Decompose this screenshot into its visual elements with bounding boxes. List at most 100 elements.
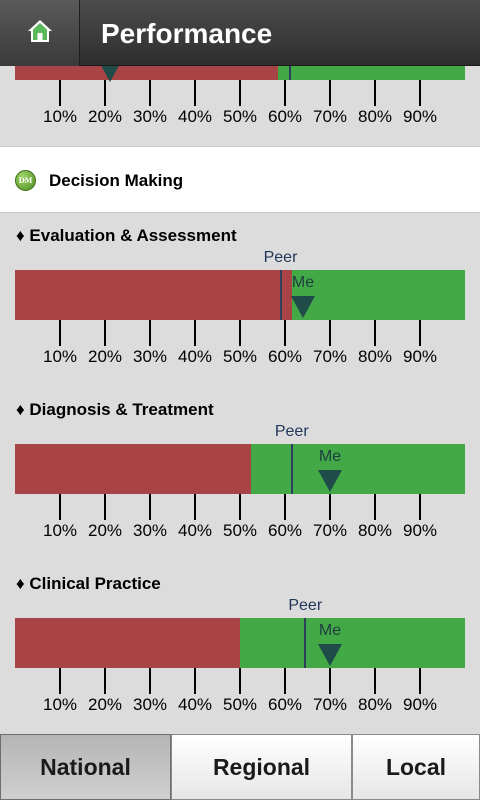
bar-below-peer <box>15 270 292 320</box>
axis-tick-label: 80% <box>357 107 393 126</box>
peer-marker-line <box>288 66 291 80</box>
axis-tick <box>284 80 286 106</box>
axis-tick-label: 50% <box>222 695 258 714</box>
axis-tick <box>419 668 421 694</box>
axis-tick-label: 40% <box>177 521 213 540</box>
me-marker-arrow <box>291 296 315 318</box>
axis-tick <box>374 494 376 520</box>
peer-label: Peer <box>288 597 323 614</box>
me-marker-arrow <box>318 470 342 492</box>
axis-tick <box>59 668 61 694</box>
axis-tick-label: 80% <box>357 521 393 540</box>
axis-tick <box>239 80 241 106</box>
axis-tick-label: 50% <box>222 521 258 540</box>
axis-tick <box>239 494 241 520</box>
axis-tick-label: 60% <box>267 695 303 714</box>
axis-tick-label: 70% <box>312 347 348 366</box>
axis-tick <box>104 494 106 520</box>
me-label: Me <box>318 622 342 639</box>
axis-tick-label: 30% <box>132 347 168 366</box>
axis-tick-label: 60% <box>267 107 303 126</box>
axis-tick-label: 40% <box>177 695 213 714</box>
page-title: Performance <box>101 18 273 49</box>
axis-tick <box>239 320 241 346</box>
axis-tick-label: 40% <box>177 107 213 126</box>
me-label: Me <box>318 448 342 465</box>
tab-local[interactable]: Local <box>352 734 480 800</box>
axis-tick <box>149 80 151 106</box>
metric-label: ♦ Diagnosis & Treatment <box>16 400 214 419</box>
axis-tick <box>284 320 286 346</box>
metric-bar <box>15 270 465 320</box>
axis-tick-label: 40% <box>177 347 213 366</box>
axis-ticks: 10% 20% 30% 40% 50% 60% 70% 80% 90% <box>0 668 480 723</box>
me-label: Me <box>291 274 315 291</box>
app-header: Performance <box>0 0 480 66</box>
performance-list[interactable]: 10% 20% 30% 40% 50% 60% 70% 80% 90% DM Decision … <box>0 66 480 734</box>
bar-above-peer <box>291 270 465 320</box>
axis-tick-label: 20% <box>87 107 123 126</box>
axis-tick-label: 10% <box>42 695 78 714</box>
axis-tick-label: 20% <box>87 347 123 366</box>
bar-above-peer <box>240 618 465 668</box>
axis-tick-label: 80% <box>357 347 393 366</box>
tab-regional[interactable]: Regional <box>171 734 352 800</box>
axis-tick <box>374 320 376 346</box>
bar-above-peer <box>278 66 465 80</box>
axis-tick-label: 60% <box>267 521 303 540</box>
axis-tick-label: 70% <box>312 521 348 540</box>
bar-below-peer <box>15 618 240 668</box>
axis-tick-label: 90% <box>402 107 438 126</box>
bar-below-peer <box>15 444 252 494</box>
axis-tick <box>194 494 196 520</box>
axis-tick <box>419 494 421 520</box>
axis-tick-label: 70% <box>312 107 348 126</box>
axis-tick-label: 30% <box>132 695 168 714</box>
category-header[interactable]: DM Decision Making <box>0 146 480 213</box>
axis-tick-label: 80% <box>357 695 393 714</box>
axis-tick-label: 90% <box>402 347 438 366</box>
axis-tick <box>239 668 241 694</box>
tab-national[interactable]: National <box>0 734 171 800</box>
axis-tick-label: 50% <box>222 107 258 126</box>
axis-tick-label: 90% <box>402 521 438 540</box>
axis-tick <box>104 320 106 346</box>
axis-tick <box>149 320 151 346</box>
axis-tick-label: 10% <box>42 347 78 366</box>
metric-label: ♦ Clinical Practice <box>16 574 161 593</box>
axis-tick <box>329 668 331 694</box>
axis-tick <box>329 494 331 520</box>
axis-tick <box>284 668 286 694</box>
axis-tick-label: 10% <box>42 521 78 540</box>
peer-marker-line <box>290 444 293 494</box>
dm-badge-icon: DM <box>15 170 36 191</box>
axis-tick <box>59 80 61 106</box>
bar-above-peer <box>251 444 465 494</box>
axis-ticks: 10% 20% 30% 40% 50% 60% 70% 80% 90% <box>0 494 480 549</box>
axis-tick <box>374 668 376 694</box>
axis-tick <box>329 80 331 106</box>
metric-bar <box>15 618 465 668</box>
axis-tick <box>329 320 331 346</box>
axis-tick <box>104 668 106 694</box>
axis-tick <box>419 320 421 346</box>
axis-tick <box>104 80 106 106</box>
axis-tick <box>149 668 151 694</box>
peer-label: Peer <box>274 423 309 440</box>
me-marker-arrow <box>97 66 122 82</box>
axis-tick-label: 30% <box>132 521 168 540</box>
axis-tick <box>374 80 376 106</box>
home-button[interactable] <box>0 0 80 66</box>
axis-tick-label: 70% <box>312 695 348 714</box>
metric-label: ♦ Evaluation & Assessment <box>16 226 237 245</box>
axis-tick-label: 20% <box>87 521 123 540</box>
axis-tick <box>194 668 196 694</box>
axis-tick <box>284 494 286 520</box>
category-label: Decision Making <box>49 171 184 190</box>
axis-tick-label: 60% <box>267 347 303 366</box>
axis-tick-label: 90% <box>402 695 438 714</box>
region-tab-bar: National Regional Local <box>0 734 480 800</box>
axis-tick <box>419 80 421 106</box>
axis-tick <box>194 320 196 346</box>
axis-ticks: 10% 20% 30% 40% 50% 60% 70% 80% 90% <box>0 320 480 375</box>
